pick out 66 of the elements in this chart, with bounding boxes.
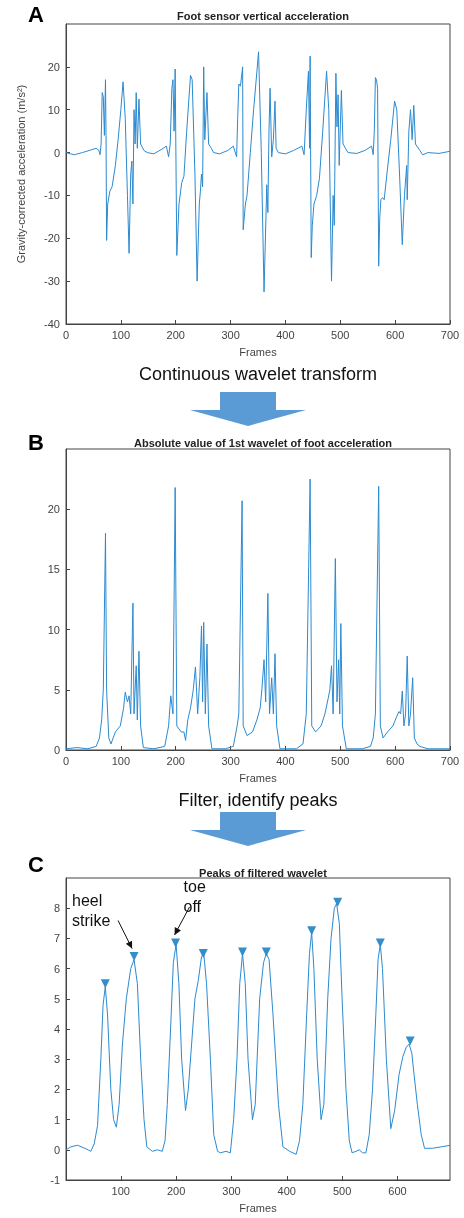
point bbox=[100, 979, 110, 989]
chart-title: Peaks of filtered wavelet bbox=[199, 866, 328, 879]
x-tick-label: 200 bbox=[166, 328, 185, 341]
x-tick-label: 500 bbox=[331, 754, 350, 767]
annotation: heel strike bbox=[72, 892, 111, 930]
x-tick-label: 500 bbox=[331, 328, 350, 341]
y-tick-label: -30 bbox=[44, 275, 60, 288]
point bbox=[375, 938, 385, 948]
x-tick-label: 200 bbox=[166, 1184, 186, 1197]
x-tick-label: 600 bbox=[388, 1184, 407, 1197]
x-tick-label: 400 bbox=[276, 754, 295, 767]
line-series bbox=[65, 51, 451, 293]
y-tick-label: 10 bbox=[47, 103, 60, 116]
y-tick-label: 1 bbox=[53, 1113, 60, 1126]
y-tick-label: 20 bbox=[47, 503, 60, 516]
x-tick-label: 300 bbox=[221, 754, 240, 767]
x-tick-label: 600 bbox=[385, 754, 405, 767]
x-tick-label: 0 bbox=[62, 754, 70, 767]
text: A bbox=[28, 2, 44, 28]
y-tick-label: 7 bbox=[53, 932, 60, 945]
y-tick-label: 2 bbox=[53, 1083, 60, 1096]
y-tick-label: 6 bbox=[53, 962, 60, 975]
y-tick-label: -10 bbox=[44, 189, 60, 202]
y-tick-label: 8 bbox=[53, 902, 60, 915]
x-tick-label: 100 bbox=[111, 754, 131, 767]
x-tick-label: 400 bbox=[276, 328, 295, 341]
x-axis-title: Frames bbox=[239, 771, 278, 784]
point bbox=[238, 947, 248, 957]
x-tick-label: 300 bbox=[221, 328, 240, 341]
point bbox=[261, 947, 271, 957]
x-tick-label: 700 bbox=[440, 754, 460, 767]
x-axis-title: Frames bbox=[239, 1201, 278, 1214]
y-tick-label: 10 bbox=[47, 623, 60, 636]
y-tick-label: 15 bbox=[47, 563, 60, 576]
point bbox=[171, 938, 181, 948]
x-tick-label: 300 bbox=[222, 1184, 241, 1197]
y-tick-label: 0 bbox=[53, 744, 60, 756]
y-tick-label: 20 bbox=[47, 60, 60, 73]
y-tick-label: -1 bbox=[50, 1174, 60, 1186]
x-tick-label: 700 bbox=[440, 328, 460, 341]
chart-title: Absolute value of 1st wavelet of foot acceleration bbox=[134, 436, 393, 449]
x-axis-title: Frames bbox=[239, 345, 278, 358]
x-tick-label: 400 bbox=[277, 1184, 296, 1197]
point bbox=[129, 952, 139, 962]
chart-title: Foot sensor vertical acceleration bbox=[177, 9, 350, 22]
text: B bbox=[28, 430, 44, 456]
y-tick-label: 3 bbox=[53, 1053, 60, 1066]
point bbox=[307, 926, 317, 936]
x-tick-label: 500 bbox=[332, 1184, 352, 1197]
x-tick-label: 600 bbox=[385, 328, 405, 341]
text: Continuous wavelet transform bbox=[137, 364, 379, 385]
y-tick-label: -20 bbox=[44, 232, 60, 245]
y-tick-label: 4 bbox=[53, 1023, 60, 1035]
annotation: toe off bbox=[183, 878, 211, 916]
text: Filter, identify peaks bbox=[177, 790, 339, 811]
y-tick-label: -40 bbox=[44, 318, 60, 330]
y-tick-label: 5 bbox=[53, 683, 60, 696]
text: C bbox=[28, 852, 44, 878]
x-tick-label: 200 bbox=[166, 754, 185, 767]
x-tick-label: 100 bbox=[111, 1184, 130, 1197]
x-tick-label: 0 bbox=[62, 328, 70, 341]
y-tick-label: 0 bbox=[53, 1143, 60, 1156]
y-tick-label: 0 bbox=[53, 146, 60, 159]
x-tick-label: 100 bbox=[111, 328, 131, 341]
y-tick-label: 5 bbox=[53, 992, 60, 1005]
y-axis-title: Gravity-corrected acceleration (m/s²) bbox=[14, 84, 27, 264]
